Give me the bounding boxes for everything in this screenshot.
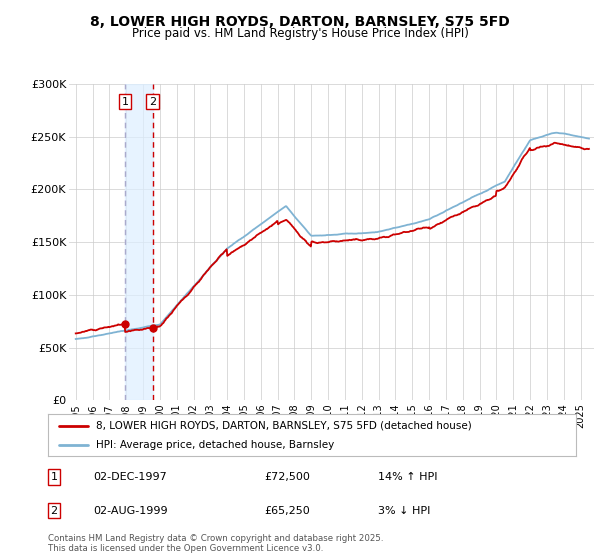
Text: 02-DEC-1997: 02-DEC-1997	[93, 472, 167, 482]
Text: 2: 2	[50, 506, 58, 516]
Text: 8, LOWER HIGH ROYDS, DARTON, BARNSLEY, S75 5FD: 8, LOWER HIGH ROYDS, DARTON, BARNSLEY, S…	[90, 15, 510, 29]
Text: Price paid vs. HM Land Registry's House Price Index (HPI): Price paid vs. HM Land Registry's House …	[131, 27, 469, 40]
Text: 2: 2	[149, 97, 157, 106]
Text: Contains HM Land Registry data © Crown copyright and database right 2025.
This d: Contains HM Land Registry data © Crown c…	[48, 534, 383, 553]
Text: 8, LOWER HIGH ROYDS, DARTON, BARNSLEY, S75 5FD (detached house): 8, LOWER HIGH ROYDS, DARTON, BARNSLEY, S…	[95, 421, 471, 431]
Text: 02-AUG-1999: 02-AUG-1999	[93, 506, 167, 516]
Text: £72,500: £72,500	[264, 472, 310, 482]
Text: £65,250: £65,250	[264, 506, 310, 516]
Text: 1: 1	[121, 97, 128, 106]
Text: 3% ↓ HPI: 3% ↓ HPI	[378, 506, 430, 516]
Text: HPI: Average price, detached house, Barnsley: HPI: Average price, detached house, Barn…	[95, 440, 334, 450]
Bar	[125, 84, 153, 400]
Text: 14% ↑ HPI: 14% ↑ HPI	[378, 472, 437, 482]
Text: 1: 1	[50, 472, 58, 482]
